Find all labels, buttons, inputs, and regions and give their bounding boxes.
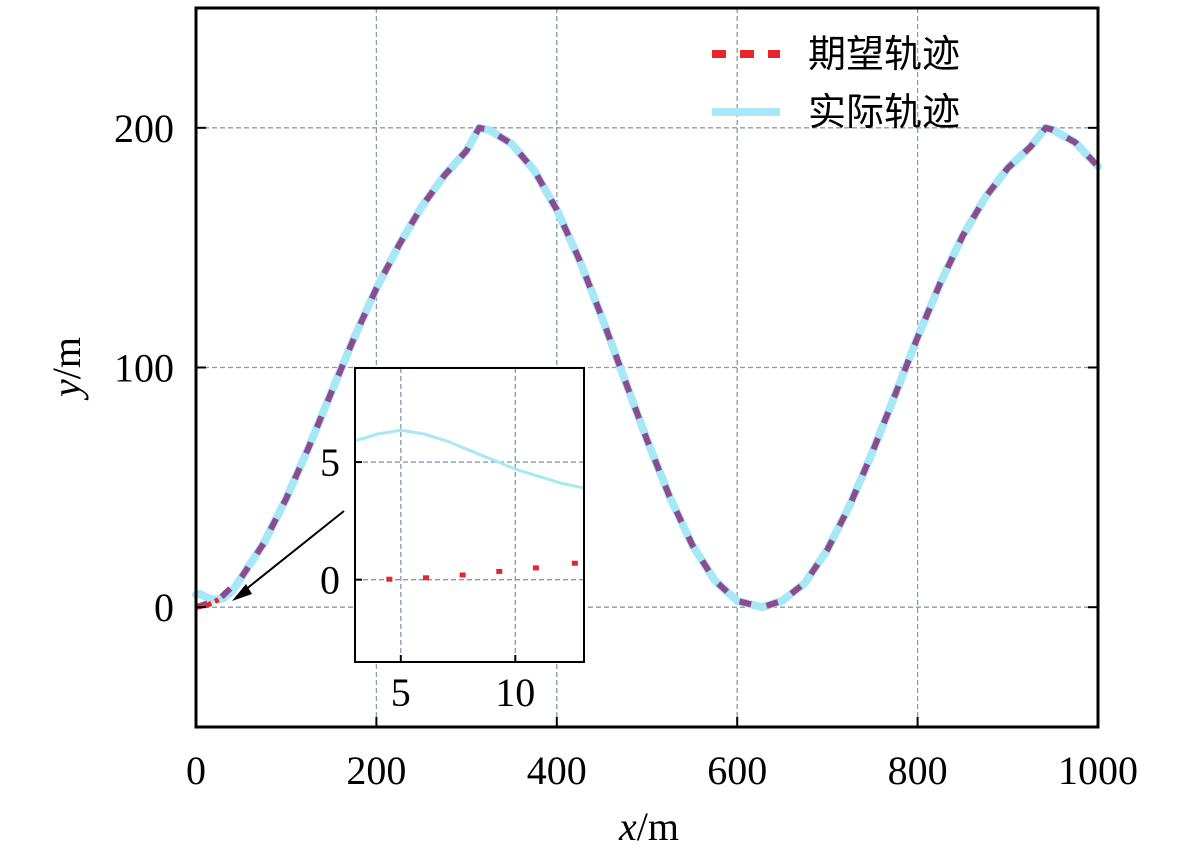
grid xyxy=(196,8,1098,727)
legend-label-expected: 期望轨迹 xyxy=(808,32,960,76)
x-tick-label: 0 xyxy=(186,748,206,793)
inset-series-expected-point xyxy=(386,576,393,582)
inset-series xyxy=(354,428,585,582)
tick-marks xyxy=(195,126,1099,727)
series-line-expected xyxy=(195,124,1101,611)
y-axis-unit: /m xyxy=(44,337,89,379)
x-axis-var: x xyxy=(618,804,637,849)
legend-label-actual: 实际轨迹 xyxy=(808,90,960,134)
inset-series-expected-point xyxy=(496,568,503,574)
inset-background xyxy=(355,368,584,662)
inset-tick-labels: 5 10 0 5 xyxy=(320,440,535,715)
inset-series-expected-point xyxy=(459,572,466,578)
inset-x-tick-label: 10 xyxy=(495,670,535,715)
inset-frame xyxy=(354,367,585,663)
x-axis-label: x/m xyxy=(618,804,679,849)
zoom-arrow xyxy=(239,510,345,595)
inset-y-tick-label: 0 xyxy=(320,558,340,603)
inset-series-actual xyxy=(354,428,585,490)
inset-tick-marks xyxy=(355,461,517,662)
y-tick-label: 200 xyxy=(114,106,174,151)
inset-grid xyxy=(355,368,584,662)
x-axis-unit: /m xyxy=(637,804,679,849)
y-axis-var: y xyxy=(44,379,89,401)
inset-series-expected-point xyxy=(422,575,429,581)
x-tick-label: 1000 xyxy=(1058,748,1138,793)
x-tick-label: 400 xyxy=(527,748,587,793)
y-tick-label: 0 xyxy=(154,585,174,630)
inset-series-expected-point xyxy=(571,560,578,566)
x-tick-label: 600 xyxy=(707,748,767,793)
inset-x-tick-label: 5 xyxy=(391,670,411,715)
zoom-arrow-head xyxy=(232,584,252,601)
inset-series-expected-point xyxy=(532,565,539,571)
inset-chart: 5 10 0 5 xyxy=(320,367,585,715)
x-tick-label: 200 xyxy=(346,748,406,793)
y-tick-label: 100 xyxy=(114,346,174,391)
y-axis-label: y/m xyxy=(44,337,89,401)
x-tick-label: 800 xyxy=(888,748,948,793)
inset-y-tick-label: 5 xyxy=(320,440,340,485)
legend: 期望轨迹 实际轨迹 xyxy=(712,32,960,134)
